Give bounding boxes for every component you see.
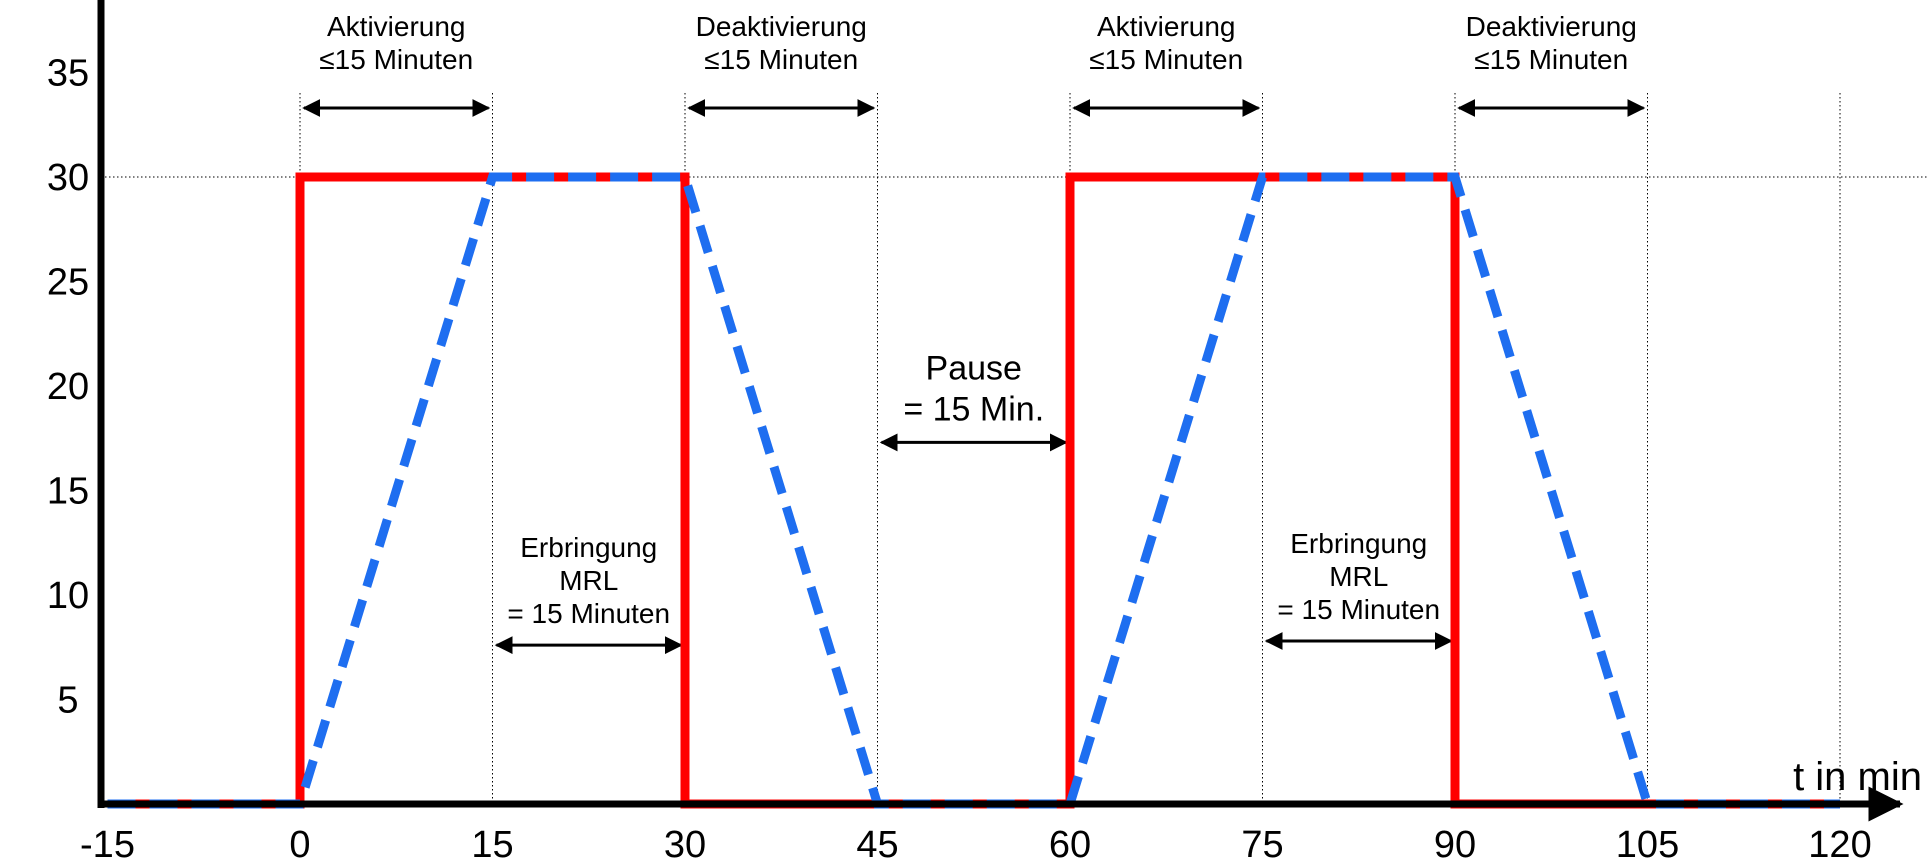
annotation-label: Deaktivierung xyxy=(696,11,867,42)
x-tick-label: 0 xyxy=(289,824,310,863)
gridlines xyxy=(101,93,1928,804)
y-tick-label: 25 xyxy=(47,262,89,304)
x-tick-label: 75 xyxy=(1241,824,1283,863)
annotation-label: = 15 Minuten xyxy=(1277,594,1440,625)
x-tick-label: 60 xyxy=(1049,824,1091,863)
annotation-label: Erbringung xyxy=(520,532,657,563)
annotation-label: ≤15 Minuten xyxy=(1089,44,1243,75)
y-tick-label: 15 xyxy=(47,471,89,513)
y-tick-label: 20 xyxy=(47,366,89,408)
annotation-label: ≤15 Minuten xyxy=(1474,44,1628,75)
y-tick-labels: 5 10 15 20 25 30 35 xyxy=(47,53,89,722)
annotation-arrows xyxy=(302,99,1646,655)
annotation-label: MRL xyxy=(559,565,618,596)
annotation-label: Aktivierung xyxy=(327,11,466,42)
y-tick-label: 10 xyxy=(47,575,89,617)
y-tick-label: 35 xyxy=(47,53,89,95)
x-axis-label: t in min xyxy=(1793,755,1922,799)
annotation-label: Pause xyxy=(926,349,1022,387)
annotation-label: Aktivierung xyxy=(1097,11,1236,42)
annotation-label: MRL xyxy=(1329,561,1388,592)
series-dashed-line xyxy=(107,172,1840,809)
x-tick-labels: -15 0 15 30 45 60 75 90 105 120 xyxy=(80,824,1872,863)
annotation-label: ≤15 Minuten xyxy=(319,44,473,75)
y-tick-label: 30 xyxy=(47,157,89,199)
x-tick-label: 120 xyxy=(1808,824,1871,863)
x-tick-label: 15 xyxy=(471,824,513,863)
annotation-label: = 15 Minuten xyxy=(507,598,670,629)
annotation-label: = 15 Min. xyxy=(903,390,1044,428)
x-tick-label: 45 xyxy=(856,824,898,863)
x-tick-label: 105 xyxy=(1616,824,1679,863)
annotation-label: Erbringung xyxy=(1290,528,1427,559)
series-solid-line xyxy=(107,172,1840,809)
x-tick-label: 30 xyxy=(664,824,706,863)
series-layer xyxy=(107,172,1840,809)
x-tick-label: 90 xyxy=(1434,824,1476,863)
annotation-label: ≤15 Minuten xyxy=(704,44,858,75)
annotation-label: Deaktivierung xyxy=(1466,11,1637,42)
x-tick-label: -15 xyxy=(80,824,135,863)
y-tick-label: 5 xyxy=(57,680,78,722)
